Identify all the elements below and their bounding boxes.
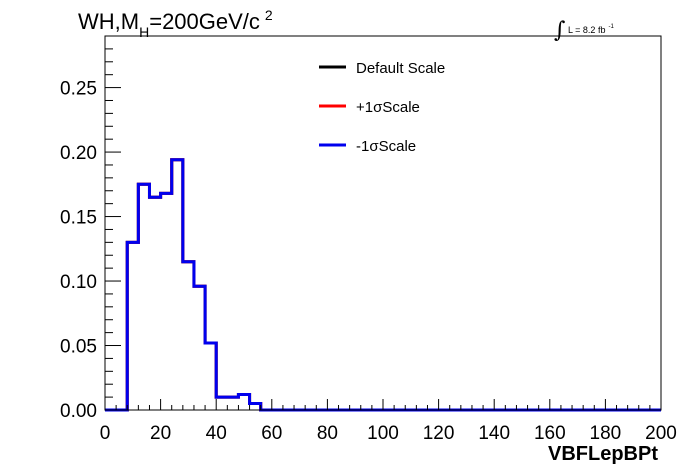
y-axis-ticks: [105, 48, 121, 411]
title-superscript: 2: [265, 7, 273, 23]
title-prefix: WH,M: [78, 9, 139, 34]
x-tick-label: 200: [645, 423, 677, 444]
x-tick-label: 120: [423, 423, 455, 444]
x-tick-label: 0: [100, 423, 111, 444]
x-tick-label: 180: [590, 423, 622, 444]
x-tick-label: 100: [367, 423, 399, 444]
lumi-label: L = 8.2 fb -1: [568, 24, 614, 35]
chart-title: WH,MH=200GeV/c 2: [78, 7, 273, 40]
legend-label: Default Scale: [356, 60, 445, 77]
y-tick-label: 0.00: [60, 401, 97, 422]
legend-label: +1σScale: [356, 99, 420, 116]
x-tick-label: 20: [150, 423, 171, 444]
y-tick-label: 0.25: [60, 79, 97, 100]
x-tick-label: 60: [261, 423, 282, 444]
lumi-text: L = 8.2 fb: [568, 25, 605, 35]
x-tick-label: 160: [534, 423, 566, 444]
x-axis-tick-labels: 0 20 40 60 80 100 120 140 160 180 200: [100, 423, 677, 444]
y-tick-label: 0.20: [60, 143, 97, 164]
x-axis-title: VBFLepBPt: [548, 443, 658, 465]
y-tick-label: 0.15: [60, 208, 97, 229]
legend-label: -1σScale: [356, 138, 416, 155]
x-tick-label: 40: [206, 423, 227, 444]
x-tick-label: 140: [478, 423, 510, 444]
y-tick-label: 0.10: [60, 272, 97, 293]
y-tick-label: 0.05: [60, 337, 97, 358]
lumi-superscript: -1: [608, 24, 614, 30]
title-subscript: H: [139, 24, 149, 40]
legend: Default Scale +1σScale -1σScale: [319, 60, 445, 155]
lumi-integral-icon: ∫: [554, 18, 566, 43]
x-axis-ticks: [104, 399, 662, 410]
title-value: =200GeV/c: [149, 9, 260, 34]
y-axis-tick-labels: 0.00 0.05 0.10 0.15 0.20 0.25: [60, 79, 97, 422]
x-tick-label: 80: [317, 423, 338, 444]
